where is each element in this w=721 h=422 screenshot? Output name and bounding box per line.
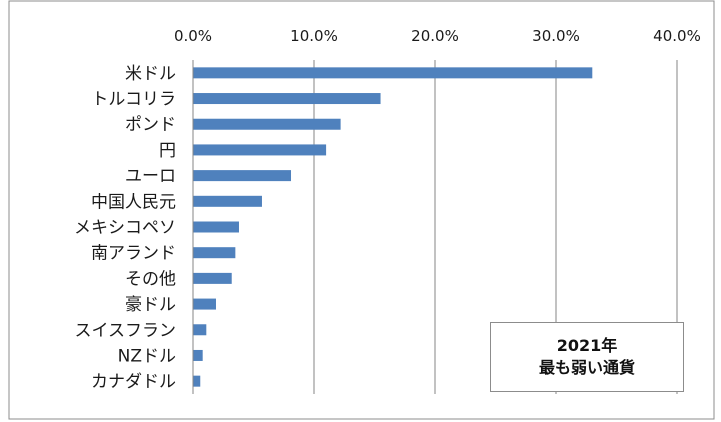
category-label: ユーロ — [125, 167, 176, 187]
bar — [193, 195, 262, 207]
bar — [193, 221, 239, 233]
bar — [193, 144, 327, 156]
bar — [193, 93, 381, 105]
bar — [193, 272, 232, 284]
bar — [193, 170, 292, 182]
bar — [193, 324, 207, 336]
category-label: NZドル — [118, 346, 176, 366]
bar — [193, 118, 341, 130]
category-label: その他 — [125, 269, 176, 289]
x-tick-label: 10.0% — [290, 27, 338, 45]
category-label: 米ドル — [125, 64, 176, 84]
caption-title: 最も弱い通貨 — [538, 358, 635, 377]
bar — [193, 349, 203, 361]
caption-year: 2021年 — [556, 336, 618, 355]
category-label: 豪ドル — [125, 294, 176, 315]
category-labels: 米ドルトルコリラポンド円ユーロ中国人民元メキシコペソ南アランドその他豪ドルスイス… — [74, 64, 176, 392]
bar — [193, 375, 201, 387]
category-label: スイスフラン — [75, 321, 177, 341]
bar — [193, 67, 593, 79]
bars — [193, 67, 593, 387]
category-label: 円 — [159, 141, 176, 161]
category-label: トルコリラ — [91, 90, 176, 110]
bar — [193, 247, 236, 259]
x-tick-label: 0.0% — [174, 27, 212, 45]
gridlines — [313, 60, 678, 394]
bar — [193, 298, 216, 310]
category-label: カナダドル — [91, 372, 176, 392]
caption-box: 2021年 最も弱い通貨 — [490, 322, 684, 392]
x-axis-tick-labels: 0.0% 10.0% 20.0% 30.0% 40.0% — [174, 27, 701, 45]
category-label: 南アランド — [91, 244, 176, 264]
category-label: ポンド — [125, 115, 176, 135]
x-tick-label: 20.0% — [411, 27, 459, 45]
x-tick-label: 30.0% — [532, 27, 580, 45]
category-label: 中国人民元 — [91, 192, 176, 212]
category-label: メキシコペソ — [74, 218, 176, 238]
x-tick-label: 40.0% — [653, 27, 701, 45]
